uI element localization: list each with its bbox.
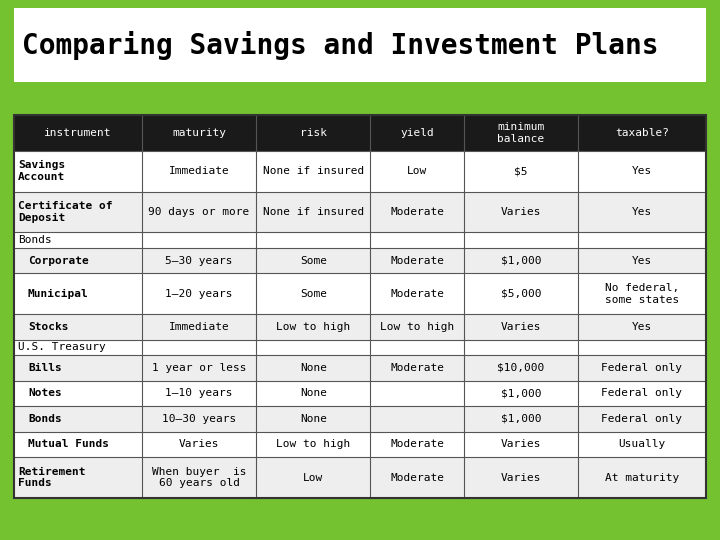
Text: $1,000: $1,000: [500, 414, 541, 424]
Bar: [14, 151, 706, 192]
Text: risk: risk: [300, 128, 327, 138]
Text: Yes: Yes: [632, 207, 652, 217]
Text: Corporate: Corporate: [28, 255, 89, 266]
Text: 1 year or less: 1 year or less: [152, 363, 246, 373]
Text: Low: Low: [407, 166, 427, 176]
Text: Varies: Varies: [500, 440, 541, 449]
Text: Mutual Funds: Mutual Funds: [28, 440, 109, 449]
Text: Immediate: Immediate: [168, 322, 230, 332]
Text: None: None: [300, 414, 327, 424]
Text: Federal only: Federal only: [601, 363, 683, 373]
Text: instrument: instrument: [44, 128, 112, 138]
Bar: [14, 431, 706, 457]
Text: Municipal: Municipal: [28, 289, 89, 299]
Text: minimum
balance: minimum balance: [498, 122, 544, 144]
Text: $5,000: $5,000: [500, 289, 541, 299]
Text: Moderate: Moderate: [390, 472, 444, 483]
Text: Notes: Notes: [28, 388, 62, 399]
Text: Immediate: Immediate: [168, 166, 230, 176]
Bar: [14, 457, 706, 498]
Text: None: None: [300, 388, 327, 399]
Text: 90 days or more: 90 days or more: [148, 207, 250, 217]
Bar: [14, 115, 706, 151]
Text: Comparing Savings and Investment Plans: Comparing Savings and Investment Plans: [22, 30, 659, 59]
Bar: [14, 8, 706, 82]
Text: 5–30 years: 5–30 years: [166, 255, 233, 266]
Text: None if insured: None if insured: [263, 166, 364, 176]
Text: taxable?: taxable?: [615, 128, 669, 138]
Text: No federal,
some states: No federal, some states: [605, 283, 679, 305]
Text: Some: Some: [300, 255, 327, 266]
Bar: [14, 355, 706, 381]
Text: Yes: Yes: [632, 166, 652, 176]
Text: Varies: Varies: [500, 322, 541, 332]
Text: Some: Some: [300, 289, 327, 299]
Bar: [14, 115, 706, 498]
Text: Varies: Varies: [500, 207, 541, 217]
Bar: [14, 192, 706, 232]
Bar: [14, 381, 706, 406]
Bar: [14, 340, 706, 355]
Text: Yes: Yes: [632, 322, 652, 332]
Text: Moderate: Moderate: [390, 207, 444, 217]
Text: At maturity: At maturity: [605, 472, 679, 483]
Text: Moderate: Moderate: [390, 255, 444, 266]
Text: Retirement
Funds: Retirement Funds: [18, 467, 86, 488]
Text: Low: Low: [303, 472, 323, 483]
Text: Moderate: Moderate: [390, 440, 444, 449]
Bar: [14, 248, 706, 273]
Text: 1–10 years: 1–10 years: [166, 388, 233, 399]
Text: Federal only: Federal only: [601, 414, 683, 424]
Bar: [14, 232, 706, 248]
Text: 10–30 years: 10–30 years: [162, 414, 236, 424]
Bar: [14, 314, 706, 340]
Text: Certificate of
Deposit: Certificate of Deposit: [18, 201, 112, 223]
Bar: [14, 406, 706, 431]
Text: $1,000: $1,000: [500, 255, 541, 266]
Text: yield: yield: [400, 128, 434, 138]
Text: $5: $5: [514, 166, 528, 176]
Text: Yes: Yes: [632, 255, 652, 266]
Text: $1,000: $1,000: [500, 388, 541, 399]
Text: Stocks: Stocks: [28, 322, 68, 332]
Text: Varies: Varies: [500, 472, 541, 483]
Text: Bills: Bills: [28, 363, 62, 373]
Text: Varies: Varies: [179, 440, 220, 449]
Text: Low to high: Low to high: [380, 322, 454, 332]
Text: 1–20 years: 1–20 years: [166, 289, 233, 299]
Text: None if insured: None if insured: [263, 207, 364, 217]
Text: Usually: Usually: [618, 440, 665, 449]
Text: Low to high: Low to high: [276, 440, 351, 449]
Text: When buyer  is
60 years old: When buyer is 60 years old: [152, 467, 246, 488]
Text: Low to high: Low to high: [276, 322, 351, 332]
Text: maturity: maturity: [172, 128, 226, 138]
Text: Bonds: Bonds: [18, 235, 52, 245]
Text: Bonds: Bonds: [28, 414, 62, 424]
Text: None: None: [300, 363, 327, 373]
Text: Federal only: Federal only: [601, 388, 683, 399]
Text: Moderate: Moderate: [390, 289, 444, 299]
Text: $10,000: $10,000: [498, 363, 544, 373]
Text: Savings
Account: Savings Account: [18, 160, 66, 182]
Bar: [14, 273, 706, 314]
Text: U.S. Treasury: U.S. Treasury: [18, 342, 106, 353]
Text: Moderate: Moderate: [390, 363, 444, 373]
